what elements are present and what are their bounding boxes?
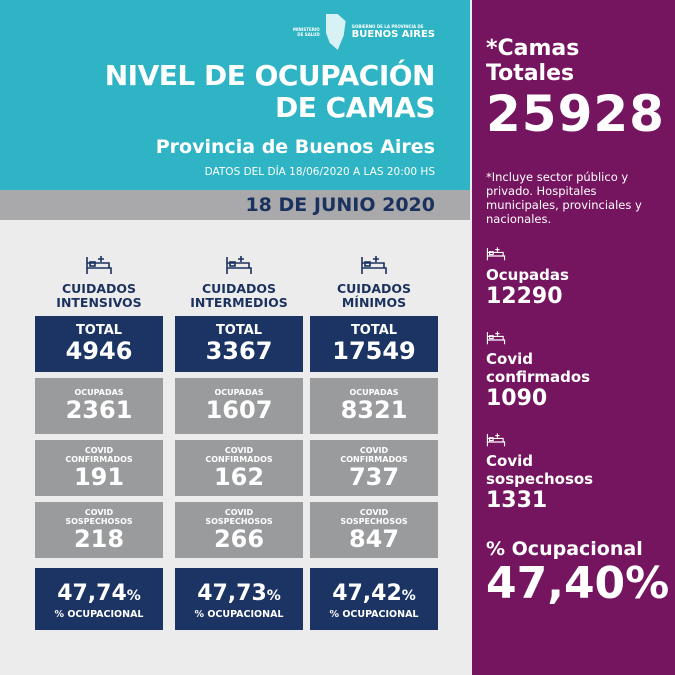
page-title: NIVEL DE OCUPACIÓN DE CAMAS	[104, 59, 436, 124]
date-banner: 18 DE JUNIO 2020	[0, 190, 470, 220]
total-beds-value: 25928	[486, 85, 665, 143]
summary-stat: Ocupadas 12290	[486, 246, 675, 310]
hospital-bed-icon	[486, 432, 506, 447]
hospital-bed-icon	[486, 330, 506, 345]
hospital-bed-icon	[225, 254, 253, 276]
category-column: CUIDADOS INTENSIVOS TOTAL 4946 OCUPADAS 236…	[35, 254, 163, 630]
occupied-box: OCUPADAS 1607	[175, 378, 303, 434]
logo-ministry: MINISTERIO DE SALUD	[293, 27, 320, 37]
total-beds-note: *Incluye sector público y privado. Hospi…	[486, 170, 642, 226]
logo-gov: BUENOS AIRES	[351, 29, 435, 40]
government-logo: MINISTERIO DE SALUD GOBIERNO DE LA PROVI…	[286, 14, 435, 50]
total-box: TOTAL 3367	[175, 316, 303, 372]
hospital-bed-icon	[360, 254, 388, 276]
covid-suspected-box: COVID SOSPECHOSOS 218	[35, 502, 163, 558]
category-title: CUIDADOS INTERMEDIOS	[190, 281, 288, 310]
occupancy-label: % Ocupacional	[486, 538, 643, 560]
summary-stat: Covid sospechosos 1331	[486, 432, 675, 514]
covid-suspected-box: COVID SOSPECHOSOS 266	[175, 502, 303, 558]
hospital-bed-icon	[85, 254, 113, 276]
covid-confirmed-box: COVID CONFIRMADOS 191	[35, 440, 163, 496]
total-beds-label: *Camas Totales	[486, 36, 580, 86]
category-column: CUIDADOS MÍNIMOS TOTAL 17549 OCUPADAS 8321 …	[310, 254, 438, 630]
category-title: CUIDADOS INTENSIVOS	[56, 281, 142, 310]
total-box: TOTAL 17549	[310, 316, 438, 372]
category-title: CUIDADOS MÍNIMOS	[336, 281, 412, 310]
covid-suspected-box: COVID SOSPECHOSOS 847	[310, 502, 438, 558]
province-map-icon	[325, 14, 346, 50]
covid-confirmed-box: COVID CONFIRMADOS 162	[175, 440, 303, 496]
occupied-box: OCUPADAS 2361	[35, 378, 163, 434]
hospital-bed-icon	[486, 246, 506, 261]
occupied-box: OCUPADAS 8321	[310, 378, 438, 434]
logo-gov-small: GOBIERNO DE LA PROVINCIA DE	[351, 24, 424, 29]
occupancy-box: 47,74%% OCUPACIONAL	[35, 568, 163, 630]
total-box: TOTAL 4946	[35, 316, 163, 372]
summary-panel: *Camas Totales 25928 *Incluye sector púb…	[472, 0, 675, 675]
occupancy-value: 47,40%	[486, 558, 670, 609]
header: MINISTERIO DE SALUD GOBIERNO DE LA PROVI…	[0, 0, 470, 190]
category-column: CUIDADOS INTERMEDIOS TOTAL 3367 OCUPADAS 16…	[175, 254, 303, 630]
subtitle: Provincia de Buenos Aires	[155, 136, 435, 158]
data-note: DATOS DEL DÍA 18/06/2020 A LAS 20:00 HS	[204, 166, 435, 178]
occupancy-box: 47,42%% OCUPACIONAL	[310, 568, 438, 630]
covid-confirmed-box: COVID CONFIRMADOS 737	[310, 440, 438, 496]
summary-stat: Covid confirmados 1090	[486, 330, 675, 412]
occupancy-box: 47,73%% OCUPACIONAL	[175, 568, 303, 630]
